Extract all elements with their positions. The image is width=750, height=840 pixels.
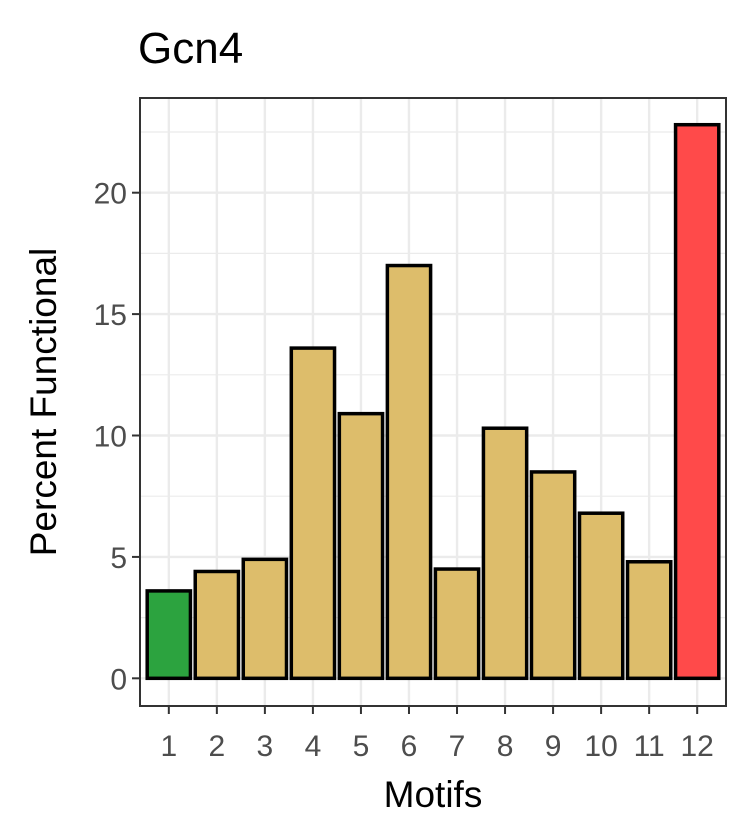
- x-axis-label: Motifs: [384, 774, 483, 815]
- y-axis-ticks: 0 5 10 15 20: [94, 178, 140, 696]
- bar-3: [241, 557, 289, 681]
- y-tick-label: 0: [110, 663, 127, 696]
- x-tick-label: 11: [634, 730, 665, 763]
- x-tick-label: 6: [401, 730, 418, 763]
- x-tick-label: 1: [160, 730, 177, 763]
- y-axis-label: Percent Functional: [23, 248, 64, 557]
- y-tick-label: 10: [94, 421, 127, 454]
- y-tick-label: 15: [94, 299, 127, 332]
- y-tick-label: 5: [110, 542, 127, 575]
- panel-border: [139, 97, 727, 707]
- x-tick-label: 10: [584, 730, 617, 763]
- x-tick-label: 7: [449, 730, 466, 763]
- x-tick-label: 8: [497, 730, 514, 763]
- bar-2: [193, 569, 241, 681]
- bar-8: [481, 426, 529, 681]
- bar-11: [625, 560, 673, 681]
- bar-6: [385, 263, 433, 681]
- x-tick-label: 2: [209, 730, 226, 763]
- bar-1: [145, 589, 193, 681]
- bar-9: [529, 470, 577, 681]
- x-tick-label: 3: [257, 730, 274, 763]
- x-tick-label: 5: [353, 730, 370, 763]
- bar-5: [337, 411, 385, 681]
- bars: [145, 122, 721, 681]
- chart-title: Gcn4: [138, 24, 243, 73]
- y-tick-label: 20: [94, 178, 127, 211]
- bar-4: [289, 346, 337, 681]
- bar-12: [673, 122, 721, 681]
- bar-10: [577, 511, 625, 681]
- x-tick-label: 4: [305, 730, 322, 763]
- grid-minor: [140, 131, 726, 619]
- bar-7: [433, 567, 481, 681]
- x-axis-ticks: 1 2 3 4 5 6 7 8 9 10 11 12: [160, 706, 714, 763]
- x-tick-label: 12: [680, 730, 713, 763]
- x-tick-label: 9: [545, 730, 562, 763]
